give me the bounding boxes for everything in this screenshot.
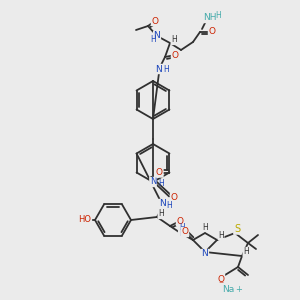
Text: O: O	[170, 194, 178, 202]
Text: O: O	[152, 16, 158, 26]
Text: HO: HO	[79, 215, 92, 224]
Text: Na: Na	[222, 286, 234, 295]
Text: H: H	[215, 11, 221, 20]
Text: N: N	[178, 230, 185, 238]
Text: H: H	[243, 248, 249, 256]
Text: H: H	[218, 230, 224, 239]
Text: H: H	[158, 209, 164, 218]
Text: H: H	[171, 35, 177, 44]
Text: S: S	[234, 224, 240, 234]
Text: H: H	[202, 223, 208, 232]
Text: H: H	[163, 65, 169, 74]
Text: O: O	[208, 28, 215, 37]
Text: O: O	[176, 217, 184, 226]
Text: O: O	[172, 50, 178, 59]
Text: N: N	[159, 200, 165, 208]
Text: H: H	[150, 35, 156, 44]
Text: O: O	[182, 227, 188, 236]
Text: O: O	[156, 168, 163, 177]
Text: H: H	[166, 200, 172, 209]
Text: NH: NH	[203, 14, 217, 22]
Text: H: H	[158, 179, 164, 188]
Text: N: N	[150, 178, 156, 187]
Text: H: H	[179, 223, 185, 232]
Text: +: +	[236, 284, 242, 293]
Text: N: N	[154, 32, 160, 40]
Text: ⁻: ⁻	[218, 280, 224, 290]
Text: N: N	[156, 64, 162, 74]
Text: O: O	[218, 274, 224, 284]
Text: N: N	[202, 250, 208, 259]
